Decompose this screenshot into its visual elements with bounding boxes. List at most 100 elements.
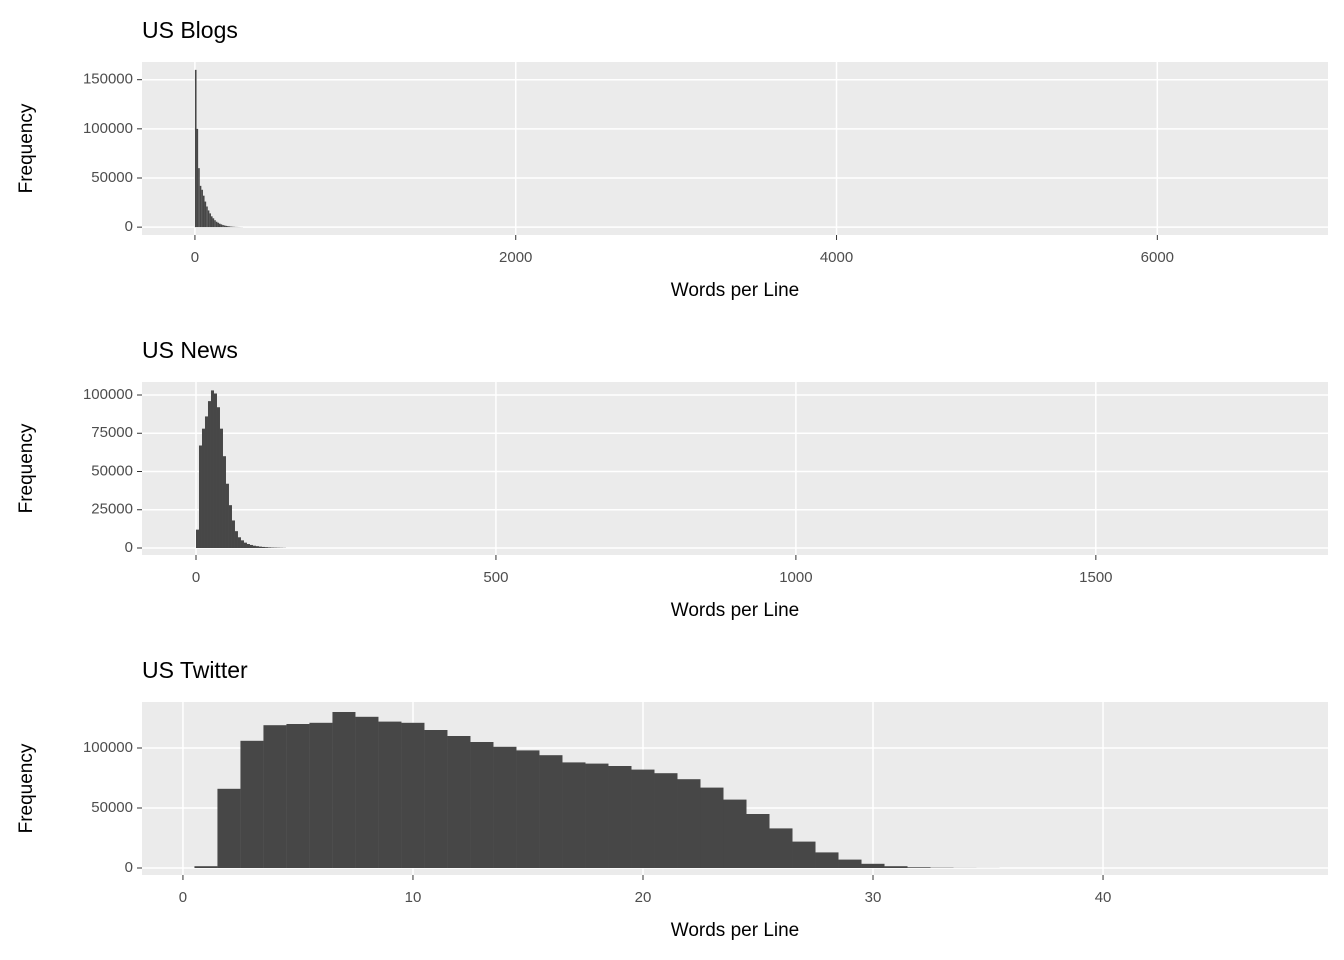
bar [217,222,219,228]
bar [907,867,931,869]
bar [263,725,287,869]
bar [194,866,218,869]
bar [222,224,224,228]
bar [220,224,223,228]
x-tick-label: 6000 [1141,249,1174,266]
bar [217,788,241,869]
bar [470,741,494,869]
bar [493,746,517,869]
y-tick-label: 100000 [83,739,133,756]
bar [378,721,402,869]
bar [608,765,632,869]
y-axis-label: Frequency [16,743,37,833]
bar [792,841,816,869]
bar [769,828,793,869]
bar [258,546,262,549]
bar [215,221,218,228]
bar [209,213,211,228]
bar [230,226,232,228]
bar [240,540,244,549]
bar [539,755,563,869]
x-tick-label: 20 [635,889,652,906]
x-axis-label: Words per Line [671,920,800,941]
y-tick-label: 100000 [83,386,133,403]
x-axis-label: Words per Line [671,600,800,621]
y-tick-label: 50000 [91,169,133,186]
bar [201,189,203,228]
x-tick-label: 10 [405,889,422,906]
y-axis-label: Frequency [16,423,37,513]
bar [225,483,229,549]
y-tick-label: 50000 [91,799,133,816]
bar [286,723,310,869]
bar [243,542,247,549]
bar [213,393,217,549]
bar [723,799,747,869]
y-tick-label: 50000 [91,462,133,479]
bar [210,390,214,549]
bar [815,852,839,869]
chart-title: US News [142,337,238,363]
bar [240,740,264,869]
bar [227,226,229,228]
bar [654,773,678,869]
bar [231,520,235,549]
bar [237,537,241,549]
bar [223,225,226,228]
plot-background [142,62,1328,235]
bar [201,428,205,549]
x-tick-label: 500 [483,569,508,586]
bar [264,547,268,549]
bar [700,787,724,869]
bar [210,216,213,228]
plot-background [142,382,1328,555]
y-tick-label: 150000 [83,71,133,88]
x-tick-label: 30 [865,889,882,906]
y-tick-label: 0 [125,539,133,556]
bar [884,866,908,869]
y-axis-label: Frequency [16,103,37,193]
bar [216,407,220,549]
bar [516,750,540,869]
bar [225,225,228,228]
bar [424,729,448,869]
y-tick-label: 25000 [91,501,133,518]
bar [196,128,199,228]
bar [631,769,655,869]
bar [255,546,259,549]
x-tick-label: 40 [1095,889,1112,906]
bar [228,226,231,228]
bar [219,428,223,549]
bar [746,814,770,869]
bar [212,218,215,228]
bar [204,201,207,228]
bar [447,735,471,869]
x-tick-label: 0 [192,569,200,586]
bar [207,210,210,228]
bar [249,544,253,549]
y-tick-label: 0 [125,859,133,876]
bar [861,863,885,869]
bar [252,545,256,549]
bar [267,547,271,549]
bar [222,456,226,549]
bar [218,223,221,228]
bar [194,69,197,228]
bar [585,763,609,869]
x-tick-label: 0 [179,889,187,906]
bar [206,206,208,228]
bar [204,416,208,549]
chart-title: US Blogs [142,17,238,43]
y-tick-label: 100000 [83,120,133,137]
bar [198,445,202,549]
y-tick-label: 75000 [91,424,133,441]
x-axis-label: Words per Line [671,280,800,301]
x-tick-label: 2000 [499,249,532,266]
bar [309,722,333,869]
bar [261,546,265,549]
bar [195,529,199,549]
bar [228,505,232,549]
chart-title: US Twitter [142,657,248,683]
bar [234,531,238,549]
